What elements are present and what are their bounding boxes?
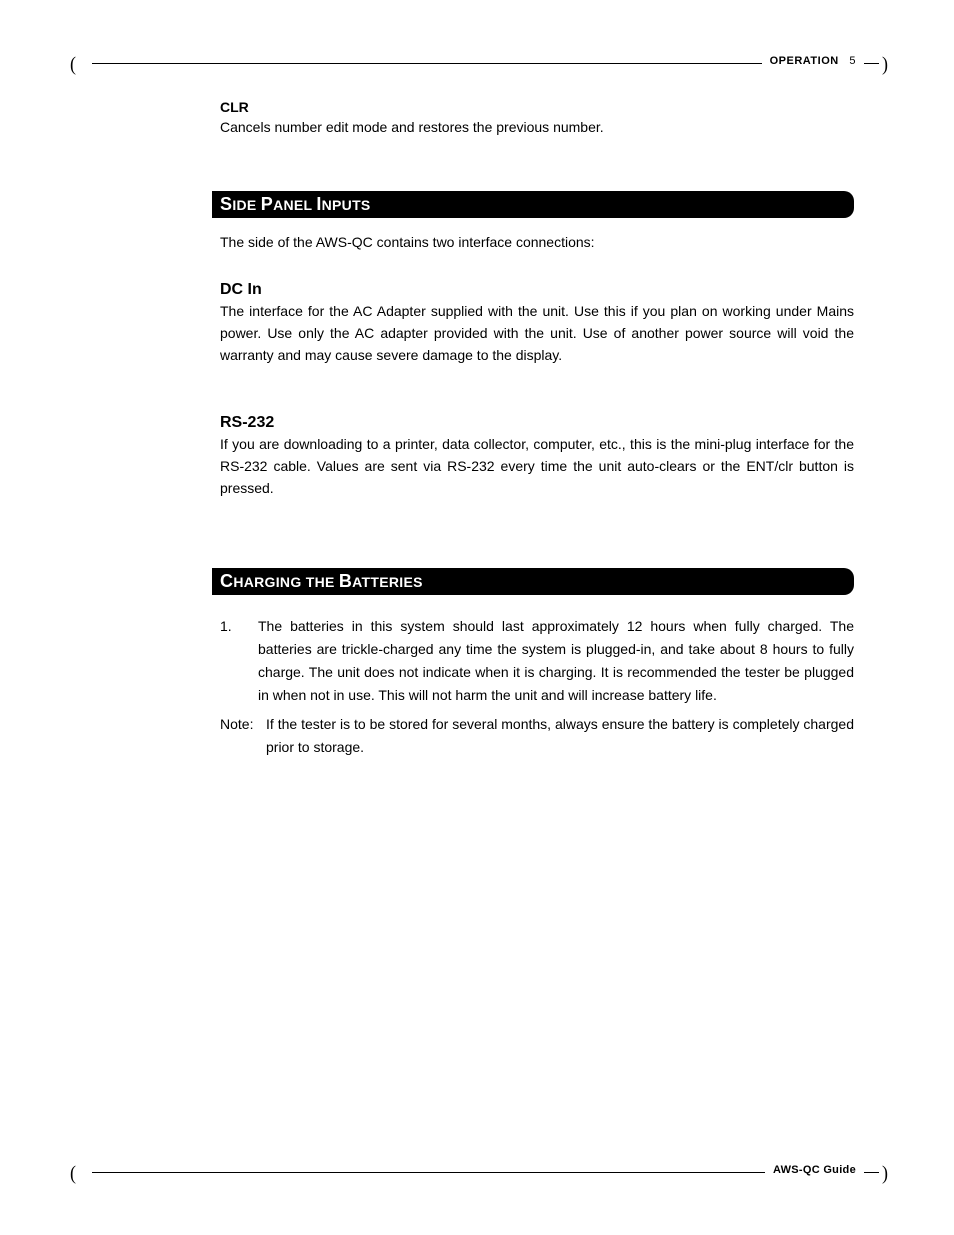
list-item-note: Note: If the tester is to be stored for … (220, 713, 854, 759)
rest: IDE (232, 197, 260, 213)
side-panel-intro: The side of the AWS-QC contains two inte… (220, 232, 854, 254)
content-column: CLR Cancels number edit mode and restore… (70, 99, 884, 759)
note-marker: Note: (220, 713, 266, 759)
clr-description: Cancels number edit mode and restores th… (220, 117, 854, 139)
charging-list: 1. The batteries in this system should l… (220, 615, 854, 760)
rule-cap-left: ( (70, 1162, 76, 1185)
cap: S (220, 194, 232, 214)
cap: B (339, 571, 352, 591)
clr-label: CLR (220, 99, 854, 115)
rest: ANEL (273, 197, 316, 213)
running-header: OPERATION 5 (762, 55, 864, 67)
dc-in-body: The interface for the AC Adapter supplie… (220, 301, 854, 366)
header-rule: ( OPERATION 5 ) (70, 55, 884, 71)
rs232-body: If you are downloading to a printer, dat… (220, 434, 854, 499)
rest: NPUTS (322, 197, 371, 213)
page: ( OPERATION 5 ) CLR Cancels number edit … (0, 0, 954, 1235)
section-heading-charging-batteries: CHARGING THE BATTERIES (212, 568, 854, 595)
running-footer: AWS-QC Guide (765, 1164, 864, 1176)
list-item: 1. The batteries in this system should l… (220, 615, 854, 707)
section-heading-side-panel-inputs: SIDE PANEL INPUTS (212, 191, 854, 218)
cap: P (261, 194, 273, 214)
note-text: If the tester is to be stored for severa… (266, 713, 854, 759)
header-page-number: 5 (849, 55, 856, 67)
rs232-heading: RS-232 (220, 414, 854, 432)
header-section: OPERATION (770, 55, 839, 67)
rule-cap-right: ) (879, 53, 888, 76)
list-item-text: The batteries in this system should last… (258, 615, 854, 707)
list-marker: 1. (220, 615, 258, 707)
cap: C (220, 571, 233, 591)
rest: HARGING THE (233, 574, 339, 590)
footer-rule: ( AWS-QC Guide ) (70, 1164, 884, 1180)
rule-cap-right: ) (879, 1162, 888, 1185)
rest: ATTERIES (352, 574, 423, 590)
rule-cap-left: ( (70, 53, 76, 76)
dc-in-heading: DC In (220, 281, 854, 299)
